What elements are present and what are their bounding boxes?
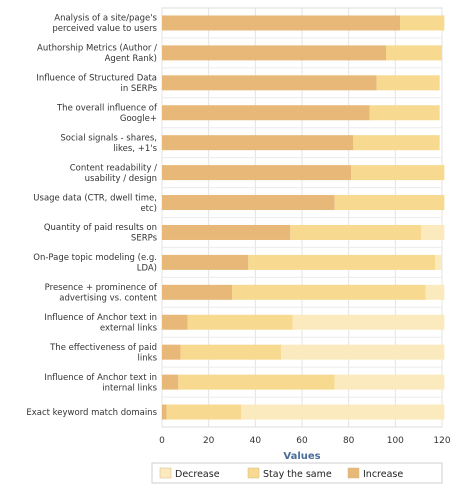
bar-stay-the-same [290, 224, 421, 240]
bar-increase [162, 374, 179, 390]
bar-decrease [421, 224, 445, 240]
category-label: The effectiveness of paid links [49, 343, 157, 364]
bar-increase [162, 254, 249, 270]
category-label: Influence of Structured Data in SERPs [36, 74, 157, 95]
bar-increase [162, 45, 386, 61]
category-label: Usage data (CTR, dwell time, etc) [33, 193, 157, 214]
bar-increase [162, 224, 291, 240]
bar-increase [162, 195, 335, 211]
category-label: Authorship Metrics (Author / Agent Rank) [37, 44, 157, 64]
bar-stay-the-same [180, 344, 281, 360]
category-label: Influence of Anchor text in internal link… [44, 373, 157, 394]
x-tick-label: 40 [250, 436, 262, 446]
bar-stay-the-same [334, 195, 445, 211]
bar-increase [162, 135, 354, 151]
bar-layer [162, 15, 445, 420]
category-label: Content readability / usability / design [70, 163, 157, 184]
bar-increase [162, 15, 400, 31]
legend-swatch [159, 467, 172, 479]
x-tick-label: 60 [296, 436, 308, 446]
x-tick-label: 120 [433, 436, 450, 446]
legend-box [151, 462, 443, 484]
bar-increase [162, 344, 181, 360]
bar-stay-the-same [187, 314, 293, 330]
bar-increase [162, 314, 188, 330]
legend: Decrease Stay the same Increase [151, 462, 443, 484]
bar-increase [162, 284, 232, 300]
bar-decrease [292, 314, 445, 330]
bar-stay-the-same [376, 75, 440, 91]
bar-stay-the-same [232, 284, 426, 300]
grid-layer [161, 7, 443, 428]
bar-increase [162, 75, 377, 91]
bar-increase [162, 404, 167, 420]
legend-label: Increase [363, 469, 403, 480]
category-label: Social signals - shares, likes, +1's [60, 133, 157, 154]
legend-label: Stay the same [263, 469, 332, 480]
category-label: On-Page topic modeling (e.g. LDA) [33, 253, 157, 274]
category-label: Quantity of paid results on SERPs [44, 223, 158, 244]
bar-stay-the-same [178, 374, 335, 390]
x-axis-ticks: 0 20 40 60 80 100 120 [159, 436, 451, 446]
x-tick-label: 100 [387, 436, 404, 446]
bar-decrease [241, 404, 445, 420]
category-label: Presence + prominence of advertising vs. … [45, 283, 158, 304]
bar-stay-the-same [369, 105, 440, 121]
bar-stay-the-same [248, 254, 435, 270]
x-tick-label: 0 [159, 436, 165, 446]
legend-swatch [247, 467, 260, 479]
bar-increase [162, 165, 351, 181]
x-tick-label: 80 [343, 436, 355, 446]
bar-decrease [334, 374, 445, 390]
bar-decrease [425, 284, 445, 300]
bar-stay-the-same [353, 135, 440, 151]
bar-decrease [435, 254, 442, 270]
category-labels: Analysis of a site/page's perceived value… [26, 14, 158, 418]
bar-stay-the-same [400, 15, 445, 31]
x-axis-title: Values [283, 451, 320, 462]
bar-stay-the-same [386, 45, 442, 61]
legend-label: Decrease [175, 469, 220, 480]
category-label: Influence of Anchor text in external link… [44, 313, 157, 334]
legend-swatch [347, 467, 360, 479]
bar-stay-the-same [166, 404, 242, 420]
bar-stay-the-same [351, 165, 445, 181]
bar-decrease [281, 344, 445, 360]
bar-increase [162, 105, 370, 121]
category-label: Exact keyword match domains [26, 408, 157, 418]
category-label: Analysis of a site/page's perceived value… [52, 14, 157, 35]
category-label: The overall influence of Google+ [56, 104, 158, 125]
x-tick-label: 20 [203, 436, 215, 446]
